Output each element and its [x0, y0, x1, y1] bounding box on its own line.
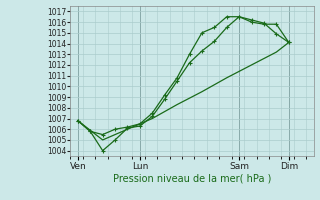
- X-axis label: Pression niveau de la mer( hPa ): Pression niveau de la mer( hPa ): [113, 173, 271, 183]
